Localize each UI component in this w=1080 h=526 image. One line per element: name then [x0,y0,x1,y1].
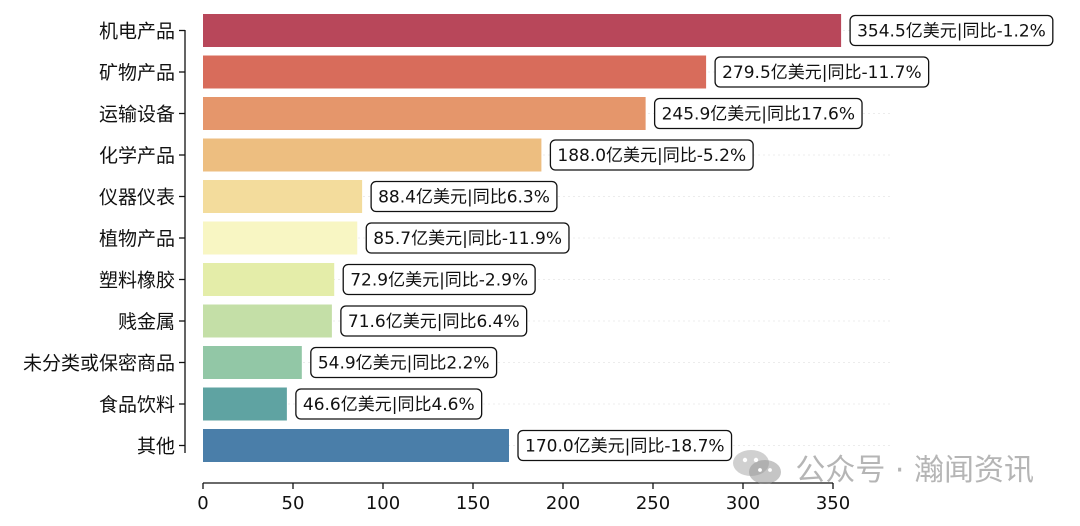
data-label: 85.7亿美元|同比-11.9% [366,223,569,253]
bar [203,305,332,338]
category-label: 塑料橡胶 [99,270,175,292]
data-label-text: 170.0亿美元|同比-18.7% [525,437,725,457]
x-tick-label: 150 [456,493,490,514]
category-label: 化学产品 [99,145,175,167]
wechat-icon [729,448,787,486]
category-label: 运输设备 [99,104,175,126]
data-label: 46.6亿美元|同比4.6% [296,389,482,419]
bar [203,14,841,47]
bar [203,97,646,130]
category-label: 未分类或保密商品 [23,353,175,375]
bar [203,139,541,172]
data-label-text: 54.9亿美元|同比2.2% [318,354,490,374]
x-tick-label: 300 [726,493,760,514]
data-label-text: 279.5亿美元|同比-11.7% [722,63,922,83]
x-tick-label: 250 [636,493,670,514]
data-label-text: 85.7亿美元|同比-11.9% [373,229,562,249]
data-label-text: 354.5亿美元|同比-1.2% [857,22,1046,42]
bar [203,180,362,213]
bar [203,56,706,89]
bar [203,222,357,255]
bar [203,263,334,296]
x-tick-label: 350 [816,493,850,514]
data-label: 71.6亿美元|同比6.4% [341,306,527,336]
x-tick-label: 100 [366,493,400,514]
data-label: 170.0亿美元|同比-18.7% [518,431,732,461]
data-label: 54.9亿美元|同比2.2% [311,348,497,378]
watermark: 公众号 · 瀚闻资讯 [729,448,1034,486]
y-axis: 机电产品矿物产品运输设备化学产品仪器仪表植物产品塑料橡胶贱金属未分类或保密商品食… [23,21,185,458]
bar [203,388,287,421]
data-label-text: 188.0亿美元|同比-5.2% [557,146,746,166]
data-label-text: 71.6亿美元|同比6.4% [348,312,520,332]
data-label: 245.9亿美元|同比17.6% [655,99,862,129]
data-label-text: 46.6亿美元|同比4.6% [303,395,475,415]
data-label-text: 245.9亿美元|同比17.6% [662,105,855,125]
category-label: 贱金属 [118,311,175,333]
data-label: 188.0亿美元|同比-5.2% [550,140,753,170]
bar [203,429,509,462]
data-label: 72.9亿美元|同比-2.9% [343,265,535,295]
category-label: 机电产品 [99,21,175,43]
x-tick-label: 50 [282,493,305,514]
x-axis: 0 50 100 150 200 250 300 350 [197,483,850,514]
category-label: 其他 [137,436,175,458]
x-tick-label: 200 [546,493,580,514]
category-label: 矿物产品 [99,62,175,84]
data-label: 88.4亿美元|同比6.3% [371,182,557,212]
data-label-text: 72.9亿美元|同比-2.9% [350,271,528,291]
bar [203,346,302,379]
data-label: 279.5亿美元|同比-11.7% [715,57,929,87]
data-label-text: 88.4亿美元|同比6.3% [378,188,550,208]
data-label: 354.5亿美元|同比-1.2% [850,16,1053,46]
category-label: 植物产品 [99,228,175,250]
watermark-text: 公众号 · 瀚闻资讯 [795,445,1034,489]
category-label: 食品饮料 [99,394,175,416]
x-tick-label: 0 [197,493,208,514]
category-label: 仪器仪表 [99,187,175,209]
